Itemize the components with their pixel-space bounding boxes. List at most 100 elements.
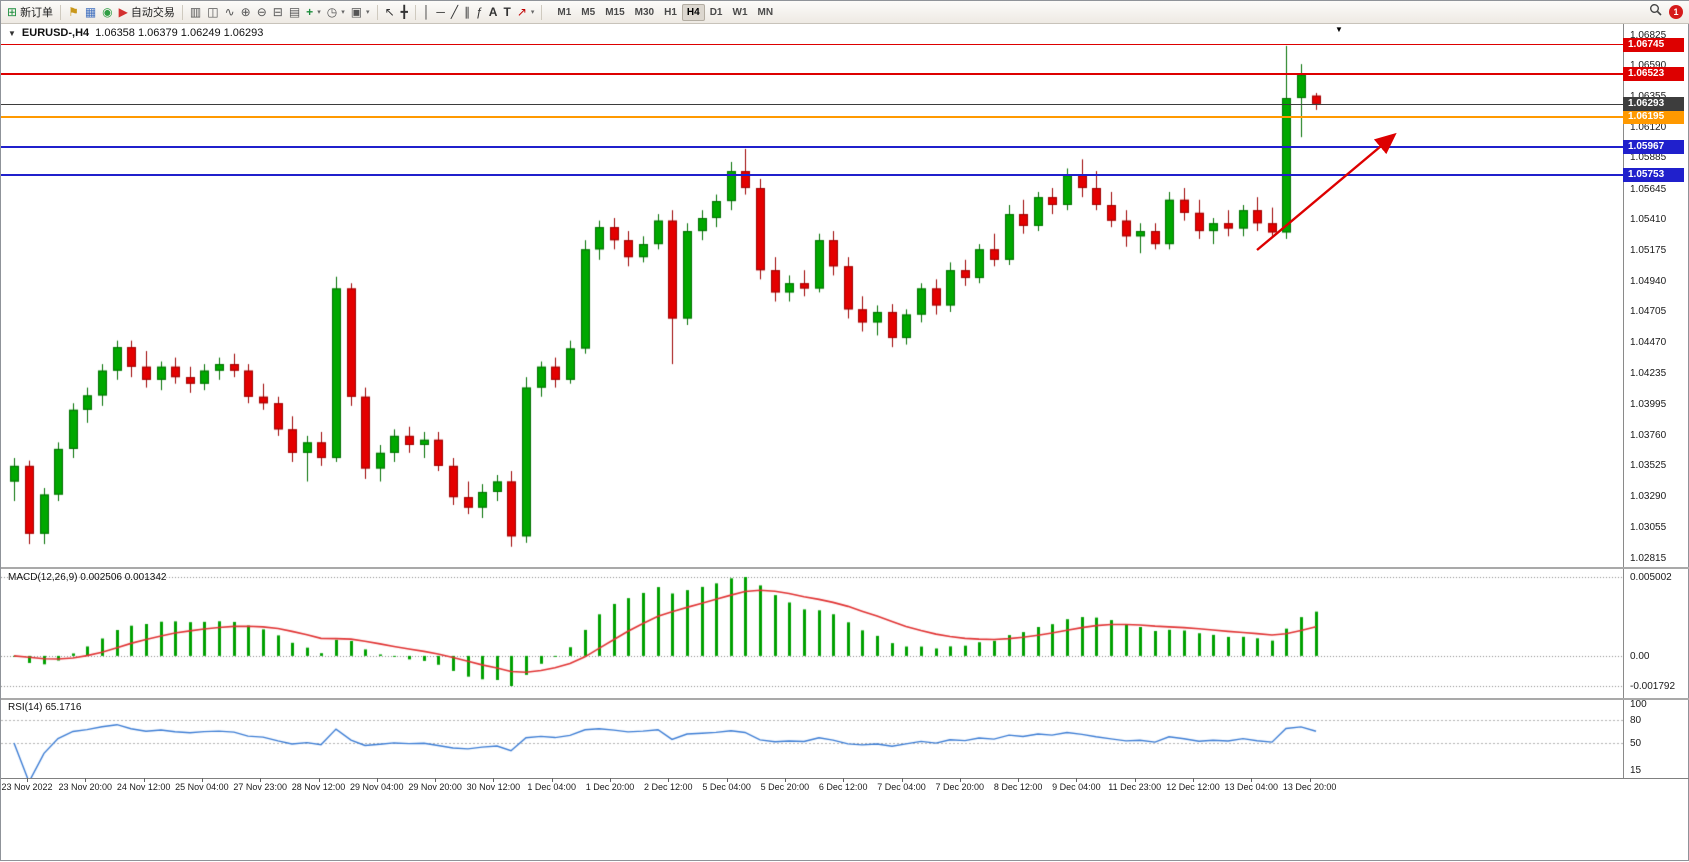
time-axis-label: 29 Nov 20:00: [408, 782, 462, 792]
tile-windows-button[interactable]: ⊟: [270, 3, 286, 21]
macd-axis-tick: 0.00: [1630, 651, 1650, 662]
time-axis-tick: [260, 778, 261, 782]
price-axis-tick: 1.03525: [1630, 460, 1667, 471]
current-price-line: [1, 104, 1623, 105]
trendline-icon: ╱: [450, 5, 459, 19]
zoom-in-button[interactable]: ⊕: [238, 3, 254, 21]
pane-divider-rsi[interactable]: [1, 698, 1689, 700]
rsi-axis-tick: 100: [1630, 699, 1647, 710]
timeframe-m1-button[interactable]: M1: [557, 6, 572, 18]
time-axis-tick: [843, 778, 844, 782]
horizontal-line-object[interactable]: [1, 73, 1623, 75]
time-axis-label: 7 Dec 04:00: [877, 782, 926, 792]
line-icon: ∿: [224, 5, 235, 19]
templates-button[interactable]: ▣ ▾: [348, 3, 373, 21]
time-axis-label: 7 Dec 20:00: [935, 782, 985, 792]
cursor-tool-button[interactable]: ↖: [382, 3, 398, 21]
time-axis-tick: [435, 778, 436, 782]
template-icon: ▣: [350, 5, 363, 19]
time-axis-label: 29 Nov 04:00: [350, 782, 404, 792]
chart-shift-marker[interactable]: ▼: [1335, 25, 1343, 34]
arrange-icon: ▤: [288, 5, 301, 19]
zoom-out-button[interactable]: ⊖: [254, 3, 270, 21]
pane-divider-macd[interactable]: [1, 567, 1689, 569]
price-chart-canvas[interactable]: [1, 23, 1623, 567]
label-tool-button[interactable]: T: [500, 3, 513, 21]
time-axis-tick: [377, 778, 378, 782]
timeframe-w1-button[interactable]: W1: [732, 6, 748, 18]
auto-arrange-button[interactable]: ▤: [286, 3, 303, 21]
price-axis-tick: 1.03995: [1630, 399, 1667, 410]
price-axis-tick: 1.05645: [1630, 184, 1667, 195]
timeframe-mn-button[interactable]: MN: [757, 6, 774, 18]
price-axis-tick: 1.06825: [1630, 30, 1667, 41]
time-axis-tick: [902, 778, 903, 782]
search-icon: [1649, 3, 1662, 21]
macd-indicator-canvas[interactable]: [1, 569, 1623, 698]
time-axis-label: 13 Dec 04:00: [1224, 782, 1279, 792]
text-icon: A: [488, 5, 498, 19]
toolbar-separator: [414, 4, 416, 20]
vline-icon: │: [422, 5, 431, 19]
candlestick-mode-button[interactable]: ◫: [204, 3, 221, 21]
price-tag-1.06523: 1.06523: [1623, 67, 1684, 81]
rsi-indicator-canvas[interactable]: [1, 700, 1623, 778]
line-chart-mode-button[interactable]: ∿: [222, 3, 238, 21]
horizontal-line-tool-button[interactable]: ─: [433, 3, 448, 21]
price-axis-tick: 1.06120: [1630, 122, 1667, 133]
horizontal-line-object[interactable]: [1, 44, 1623, 45]
data-window-button[interactable]: ▦: [82, 3, 99, 21]
time-axis-label: 5 Dec 04:00: [702, 782, 751, 792]
time-axis-label: 23 Nov 2022: [1, 782, 53, 792]
dropdown-caret-icon: ▾: [341, 9, 345, 16]
price-axis-tick: 1.05175: [1630, 245, 1667, 256]
navigator-button[interactable]: ◉: [99, 3, 115, 21]
timeframe-m15-button[interactable]: M15: [605, 6, 625, 18]
bar-chart-mode-button[interactable]: ▥: [187, 3, 204, 21]
timeframe-h4-button[interactable]: H4: [681, 3, 705, 21]
zoom-in-icon: ⊕: [240, 5, 251, 19]
time-axis-tick: [1018, 778, 1019, 782]
vertical-line-tool-button[interactable]: │: [420, 3, 434, 21]
toolbar-separator: [60, 4, 62, 20]
fibonacci-tool-button[interactable]: ƒ: [473, 3, 486, 21]
indicators-list-button[interactable]: + ▾: [303, 3, 324, 21]
toolbar-separator: [181, 4, 183, 20]
time-axis-label: 11 Dec 23:00: [1108, 782, 1162, 792]
data-window-icon: ▦: [84, 5, 97, 19]
horizontal-line-object[interactable]: [1, 174, 1623, 176]
timeframe-h1-button[interactable]: H1: [664, 6, 677, 18]
hline-icon: ─: [436, 5, 445, 19]
timeframe-d1-button[interactable]: D1: [709, 6, 723, 18]
channel-tool-button[interactable]: ∥: [461, 3, 473, 21]
arrows-tool-button[interactable]: ↗ ▾: [514, 3, 538, 21]
cursor-icon: ↖: [384, 5, 395, 19]
timeframe-m30-button[interactable]: M30: [634, 6, 655, 18]
horizontal-line-object[interactable]: [1, 116, 1623, 118]
timeframe-m5-button[interactable]: M5: [581, 6, 596, 18]
chart-ohlc-label: 1.06358 1.06379 1.06249 1.06293: [95, 27, 264, 39]
trendline-tool-button[interactable]: ╱: [448, 3, 461, 21]
periods-button[interactable]: ◷ ▾: [324, 3, 348, 21]
autotrading-button[interactable]: ▶ 自动交易: [116, 3, 178, 21]
crosshair-tool-button[interactable]: ╋: [398, 3, 411, 21]
time-axis-tick: [1193, 778, 1194, 782]
time-axis-label: 8 Dec 12:00: [993, 782, 1043, 792]
toolbar-separator: [541, 4, 543, 20]
toolbar: ⊞ 新订单 ⚑ ▦ ◉ ▶ 自动交易 ▥ ◫ ∿ ⊕ ⊖ ⊟ ▤ + ▾ ◷ ▾ ▣ ▾ ↖ ╋ │ ─ ╱ ∥ ƒ A T ↗ ▾ M1 M5…: [1, 1, 1689, 24]
arrow-icon: ↗: [516, 5, 527, 19]
price-axis-tick: 1.02815: [1630, 553, 1667, 564]
notification-badge[interactable]: 1: [1669, 5, 1683, 19]
time-axis-tick: [144, 778, 145, 782]
time-axis-tick: [1251, 778, 1252, 782]
price-tag-1.05967: 1.05967: [1623, 140, 1684, 154]
horizontal-line-object[interactable]: [1, 146, 1623, 148]
search-button[interactable]: [1646, 3, 1665, 21]
time-axis-tick: [785, 778, 786, 782]
market-watch-button[interactable]: ⚑: [65, 3, 82, 21]
new-order-button[interactable]: ⊞ 新订单: [4, 3, 56, 21]
time-axis-label: 27 Nov 23:00: [233, 782, 287, 792]
text-tool-button[interactable]: A: [486, 3, 501, 21]
one-click-trading-toggle-icon[interactable]: ▼: [8, 28, 16, 38]
